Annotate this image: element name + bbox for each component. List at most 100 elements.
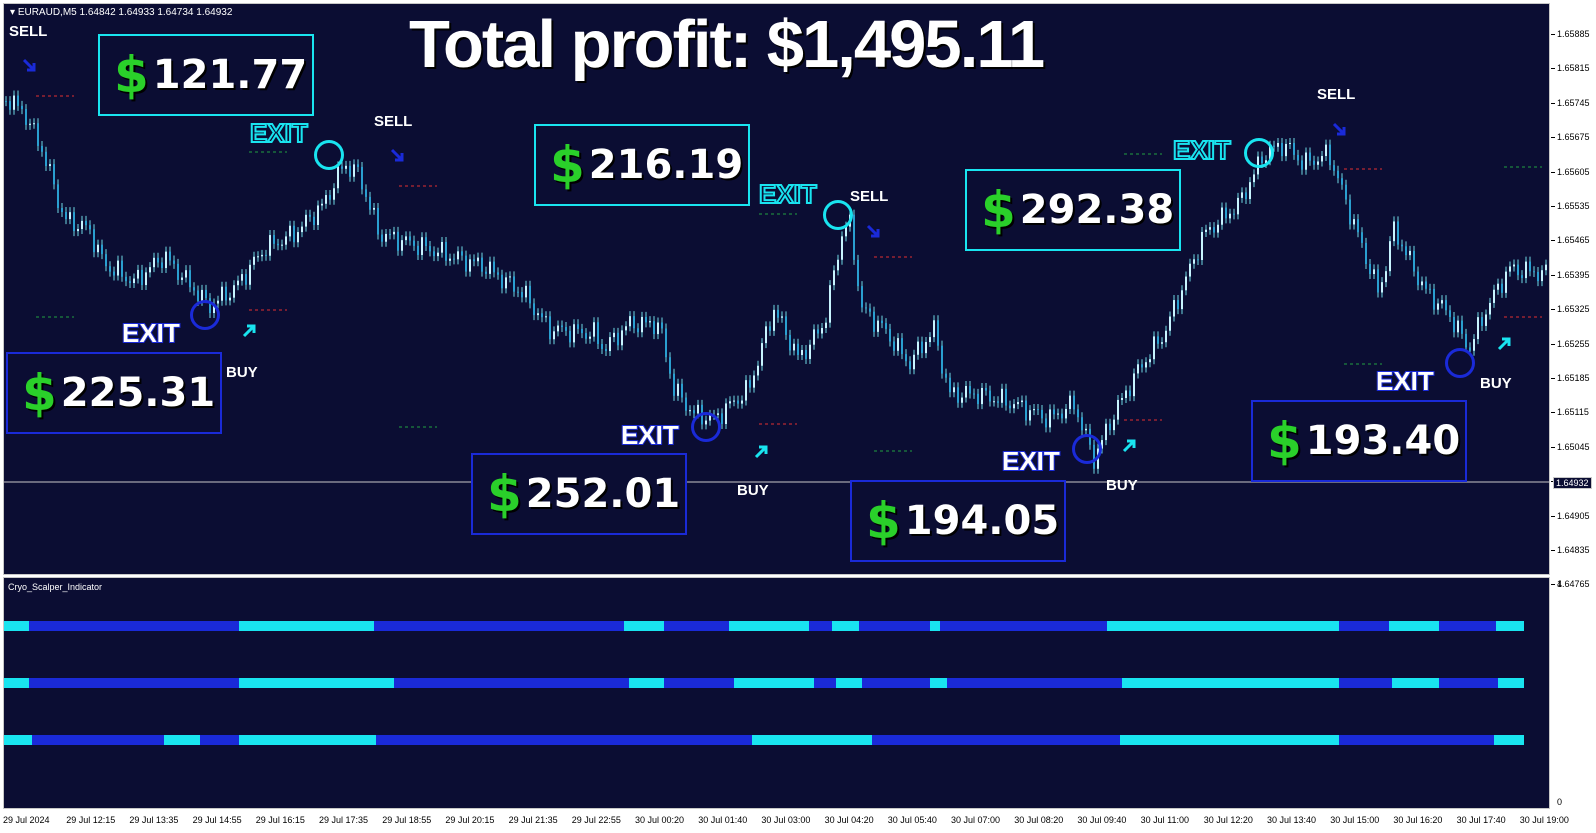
candle-body [29,123,31,125]
exit-marker-icon [1244,138,1274,168]
candle-body [893,341,895,351]
candle-body [513,276,515,292]
candle-body [733,400,735,402]
candle-body [473,259,475,262]
candle-body [197,290,199,301]
candle-body [797,343,799,356]
candle-body [1325,144,1327,157]
candle-body [585,333,587,339]
candle-body [441,241,443,253]
candle-body [933,320,935,338]
price-chart-canvas[interactable] [4,4,1550,575]
candle-body [1369,264,1371,275]
candle-body [437,252,439,257]
candle-body [1197,259,1199,261]
candle-body [1437,303,1439,310]
candle-body [381,234,383,242]
candle-body [73,212,75,232]
price-tick-label: 1.65465 [1557,235,1590,246]
indicator-signal-segment [239,735,376,745]
candle-body [253,256,255,265]
candle-body [721,413,723,424]
candle-body [497,272,499,275]
candle-body [1509,266,1511,272]
candle-body [137,269,139,279]
candle-body [57,184,59,208]
candle-body [329,195,331,200]
candle-body [1217,224,1219,233]
candle-body [201,289,203,301]
candle-body [1009,405,1011,409]
price-tick [1551,584,1555,586]
candle-body [1161,342,1163,344]
candle-body [1141,364,1143,368]
candle-body [537,313,539,316]
candle-body [385,233,387,242]
candle-body [1185,276,1187,291]
candle-body [349,165,351,177]
candle-body [361,166,363,190]
dropdown-triangle-icon[interactable]: ▾ [10,7,16,18]
candle-body [1381,282,1383,293]
candle-body [373,207,375,210]
candle-body [565,327,567,331]
candle-body [1393,221,1395,242]
candle-body [1061,413,1063,419]
candle-body [857,259,859,287]
candle-body [461,251,463,256]
price-axis[interactable]: 1.65885 1.65815 1.65745 1.65675 1.65605 1.655… [1551,3,1596,809]
candle-body [505,277,507,289]
candle-body [249,264,251,285]
candle-body [1409,250,1411,256]
candle-body [685,397,687,411]
price-tick-label: 1.65185 [1557,373,1590,383]
candle-body [877,320,879,332]
candle-body [653,321,655,335]
trade-profit-amount: 194.05 [904,498,1060,544]
exit-marker-icon [314,140,344,170]
candle-body [1465,333,1467,348]
candle-body [913,354,915,370]
indicator-canvas[interactable] [4,578,1550,809]
candle-body [185,270,187,278]
candle-body [845,226,847,237]
candle-body [813,329,815,345]
candle-body [637,328,639,333]
trade-profit-box: $252.01 [471,453,687,535]
candle-body [1349,199,1351,225]
candle-body [1077,409,1079,418]
candle-body [641,316,643,333]
buy-signal-label: BUY [1480,375,1512,392]
candle-body [169,251,171,261]
candle-body [1137,364,1139,374]
candle-body [377,207,379,235]
candle-body [141,269,143,286]
candle-body [1057,413,1059,415]
indicator-signal-segment [1120,735,1339,745]
candle-body [901,338,903,355]
candle-body [193,287,195,291]
candle-body [1225,207,1227,219]
price-tick [1551,240,1555,242]
main-chart[interactable]: ▾ EURAUD,M5 1.64842 1.64933 1.64734 1.64… [3,3,1550,575]
candle-body [445,241,447,261]
candle-body [1169,316,1171,331]
candle-body [365,189,367,197]
candle-body [205,289,207,299]
candle-body [1109,423,1111,431]
exit-marker-icon [691,412,721,442]
candle-body [977,393,979,405]
candle-body [1433,288,1435,310]
candle-body [817,329,819,334]
candle-body [297,232,299,243]
price-tick-label: 1.65395 [1557,269,1590,280]
candle-body [1309,152,1311,161]
trade-profit-amount: 193.40 [1305,418,1461,464]
candle-body [1353,219,1355,225]
time-tick-label: 30 Jul 12:20 [1203,815,1253,825]
time-axis[interactable]: 29 Jul 2024 29 Jul 12:15 29 Jul 13:35 29 Ju… [0,809,1596,833]
candle-body [153,257,155,268]
candle-body [785,316,787,335]
price-tick [1551,550,1555,551]
indicator-subwindow[interactable]: Cryo_Scalper_Indicator [3,577,1550,809]
